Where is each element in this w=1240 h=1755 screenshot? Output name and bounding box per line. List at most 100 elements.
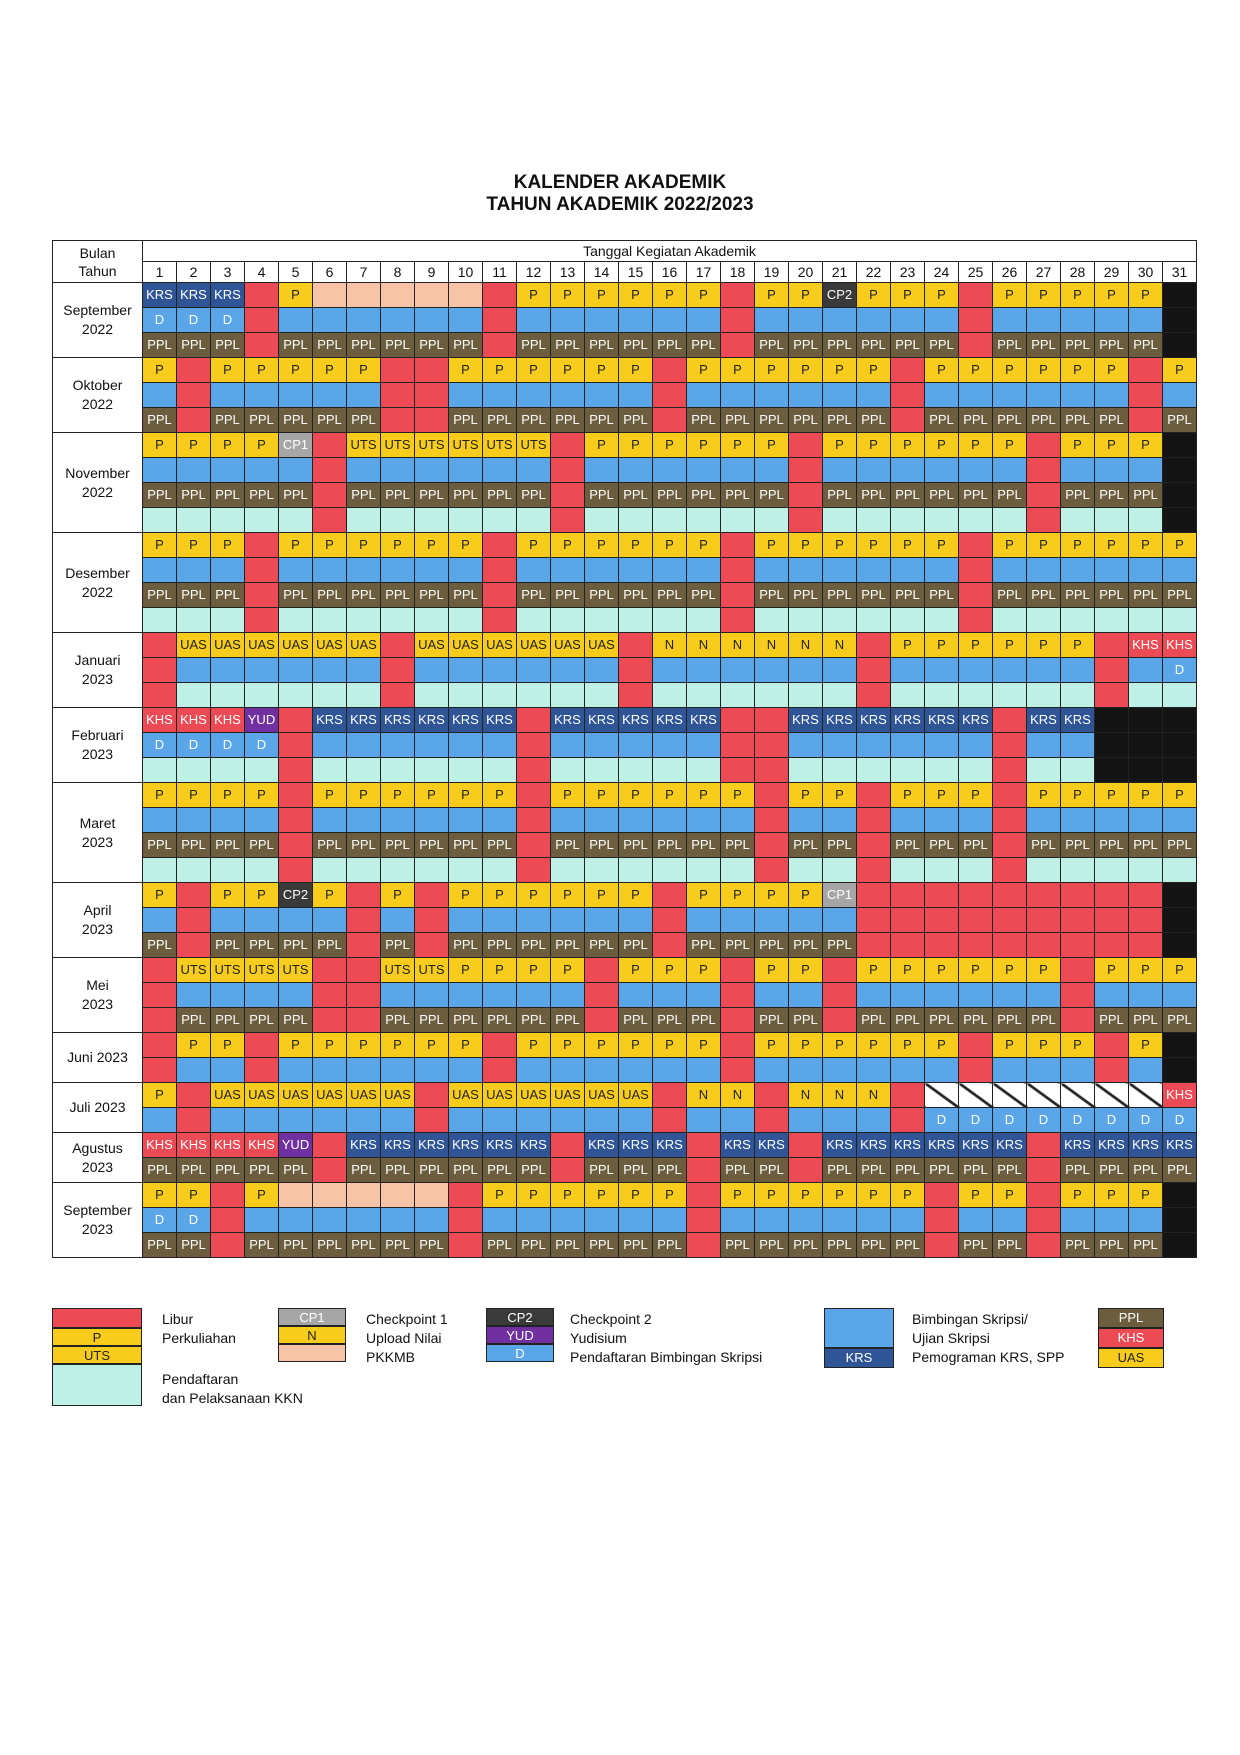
calendar-cell <box>1162 982 1197 1008</box>
calendar-cell: PPL <box>924 582 959 608</box>
calendar-cell <box>278 507 313 533</box>
calendar-cell <box>482 532 517 558</box>
calendar-cell <box>584 907 619 933</box>
month-name: Agustus <box>72 1139 123 1156</box>
calendar-cell: P <box>380 782 415 808</box>
calendar-cell: P <box>346 782 381 808</box>
calendar-cell: PPL <box>176 482 211 508</box>
day-number: 23 <box>890 261 925 283</box>
calendar-cell: D <box>1128 1107 1163 1133</box>
month-year: 2023 <box>81 833 114 850</box>
calendar-cell <box>1060 307 1095 333</box>
calendar-row: Januari 2023 UAS UAS UAS UAS UAS UAS UAS UAS UAS UA… <box>52 632 1197 708</box>
calendar-cell <box>448 1182 483 1208</box>
day-number: 20 <box>788 261 823 283</box>
calendar-cell <box>142 982 177 1008</box>
calendar-cell <box>924 1082 959 1108</box>
calendar-row <box>53 682 1197 708</box>
calendar-cell: P <box>618 882 653 908</box>
calendar-cell <box>652 732 687 758</box>
calendar-cell: PPL <box>550 1007 585 1033</box>
calendar-cell: PPL <box>210 582 245 608</box>
calendar-cell: P <box>754 432 789 458</box>
calendar-cell <box>176 682 211 708</box>
calendar-cell <box>278 557 313 583</box>
day-number: 12 <box>516 261 551 283</box>
calendar-cell <box>550 432 585 458</box>
calendar-cell: PPL <box>244 1157 279 1183</box>
calendar-cell: PPL <box>1128 1007 1163 1033</box>
calendar-cell <box>448 657 483 683</box>
calendar-cell <box>890 357 925 383</box>
calendar-cell <box>1094 907 1129 933</box>
day-number: 31 <box>1162 261 1197 283</box>
legend-cp1-line3: PKKMB <box>366 1349 416 1365</box>
calendar-cell: PPL <box>1060 1157 1095 1183</box>
calendar-cell: UAS <box>210 1082 245 1108</box>
calendar-cell: PPL <box>550 832 585 858</box>
calendar-cell <box>788 307 823 333</box>
month-name: Maret <box>79 814 116 831</box>
calendar-cell <box>210 382 245 408</box>
calendar-cell: PPL <box>482 482 517 508</box>
calendar-cell: P <box>1060 1032 1095 1058</box>
calendar-cell <box>822 1007 857 1033</box>
calendar-cell: PPL <box>788 332 823 358</box>
calendar-cell: PPL <box>890 832 925 858</box>
calendar-cell <box>142 1107 177 1133</box>
calendar-cell <box>788 1107 823 1133</box>
calendar-cell <box>1162 282 1197 308</box>
calendar-cell <box>890 507 925 533</box>
calendar-cell <box>346 732 381 758</box>
calendar-cell <box>448 607 483 633</box>
month-label: Februari 2023 <box>52 707 143 783</box>
calendar-cell: KRS <box>448 1132 483 1158</box>
calendar-cell <box>1128 357 1163 383</box>
calendar-cell: PPL <box>754 1007 789 1033</box>
calendar-cell: PPL <box>686 332 721 358</box>
month-name: September <box>63 1202 132 1218</box>
calendar-cell: P <box>278 1032 313 1058</box>
calendar-cell <box>380 657 415 683</box>
calendar-cell: P <box>550 782 585 808</box>
calendar-cell <box>312 457 347 483</box>
calendar-cell <box>176 1057 211 1083</box>
calendar-cell: PPL <box>176 832 211 858</box>
day-number: 15 <box>618 261 653 283</box>
calendar-cell: P <box>142 882 177 908</box>
calendar-cell <box>992 507 1027 533</box>
calendar-cell <box>380 457 415 483</box>
month-name: Februari <box>71 727 124 743</box>
calendar-cell: PPL <box>958 1007 993 1033</box>
calendar-cell: UAS <box>482 632 517 658</box>
calendar-cell <box>176 607 211 633</box>
calendar-cell: P <box>924 782 959 808</box>
calendar-cell: P <box>142 432 177 458</box>
calendar-cell: PPL <box>1094 482 1129 508</box>
calendar-cell: N <box>720 1082 755 1108</box>
calendar-cell: PPL <box>584 1232 619 1258</box>
calendar-cell <box>1162 557 1197 583</box>
calendar-cell <box>142 1057 177 1083</box>
calendar-cell <box>992 832 1027 858</box>
calendar-cell: KRS <box>618 1132 653 1158</box>
calendar-cell: P <box>924 282 959 308</box>
calendar-cell <box>1094 1057 1129 1083</box>
calendar-cell: PPL <box>448 407 483 433</box>
calendar-cell: P <box>1060 432 1095 458</box>
calendar-cell <box>550 657 585 683</box>
calendar-cell <box>1128 382 1163 408</box>
calendar-cell <box>686 457 721 483</box>
calendar-cell <box>958 307 993 333</box>
calendar-cell: UTS <box>346 432 381 458</box>
calendar-cell: PPL <box>142 1232 177 1258</box>
calendar-cell <box>822 507 857 533</box>
calendar-cell <box>890 857 925 883</box>
calendar-cell: D <box>142 732 177 758</box>
calendar-cell <box>448 682 483 708</box>
calendar-cell: KRS <box>1128 1132 1163 1158</box>
calendar-cell: UTS <box>244 957 279 983</box>
calendar-cell <box>176 757 211 783</box>
calendar-cell: PPL <box>686 407 721 433</box>
calendar-cell <box>1128 857 1163 883</box>
